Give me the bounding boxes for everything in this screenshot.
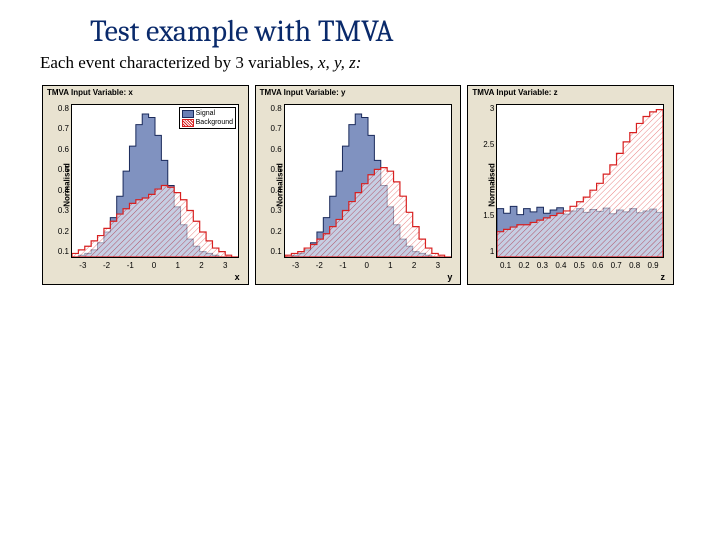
- chart-panel-x: TMVA Input Variable: xNormalisedU/O-flow…: [42, 85, 249, 285]
- subtitle-vars: x, y, z:: [318, 53, 361, 72]
- panel-title: TMVA Input Variable: y: [260, 88, 346, 97]
- chart-panel-z: TMVA Input Variable: zNormalisedU/O-flow…: [467, 85, 674, 285]
- y-ticks: 32.521.51: [482, 104, 494, 256]
- x-axis-label: x: [235, 272, 240, 282]
- legend-background-label: Background: [196, 118, 233, 127]
- legend: SignalBackground: [179, 107, 236, 129]
- legend-signal-label: Signal: [196, 109, 215, 118]
- x-axis-label: z: [661, 272, 666, 282]
- panel-row: TMVA Input Variable: xNormalisedU/O-flow…: [42, 85, 674, 285]
- panel-title: TMVA Input Variable: x: [47, 88, 133, 97]
- chart-panel-y: TMVA Input Variable: yNormalisedU/O-flow…: [255, 85, 462, 285]
- x-ticks: -3-2-10123: [71, 261, 237, 270]
- page-title: Test example with TMVA: [90, 14, 720, 49]
- subtitle-text: Each event characterized by 3 variables,: [40, 53, 318, 72]
- x-ticks: -3-2-10123: [284, 261, 450, 270]
- signal-swatch-icon: [182, 110, 194, 118]
- x-axis-label: y: [447, 272, 452, 282]
- plot-area: [284, 104, 452, 258]
- subtitle: Each event characterized by 3 variables,…: [40, 53, 720, 73]
- legend-background: Background: [182, 118, 233, 127]
- plot-area: SignalBackground: [71, 104, 239, 258]
- x-ticks: 0.10.20.30.40.50.60.70.80.9: [496, 261, 662, 270]
- background-swatch-icon: [182, 119, 194, 127]
- plot-area: [496, 104, 664, 258]
- panel-title: TMVA Input Variable: z: [472, 88, 557, 97]
- legend-signal: Signal: [182, 109, 233, 118]
- y-ticks: 0.80.70.60.50.40.30.20.1: [57, 104, 69, 256]
- y-ticks: 0.80.70.60.50.40.30.20.1: [270, 104, 282, 256]
